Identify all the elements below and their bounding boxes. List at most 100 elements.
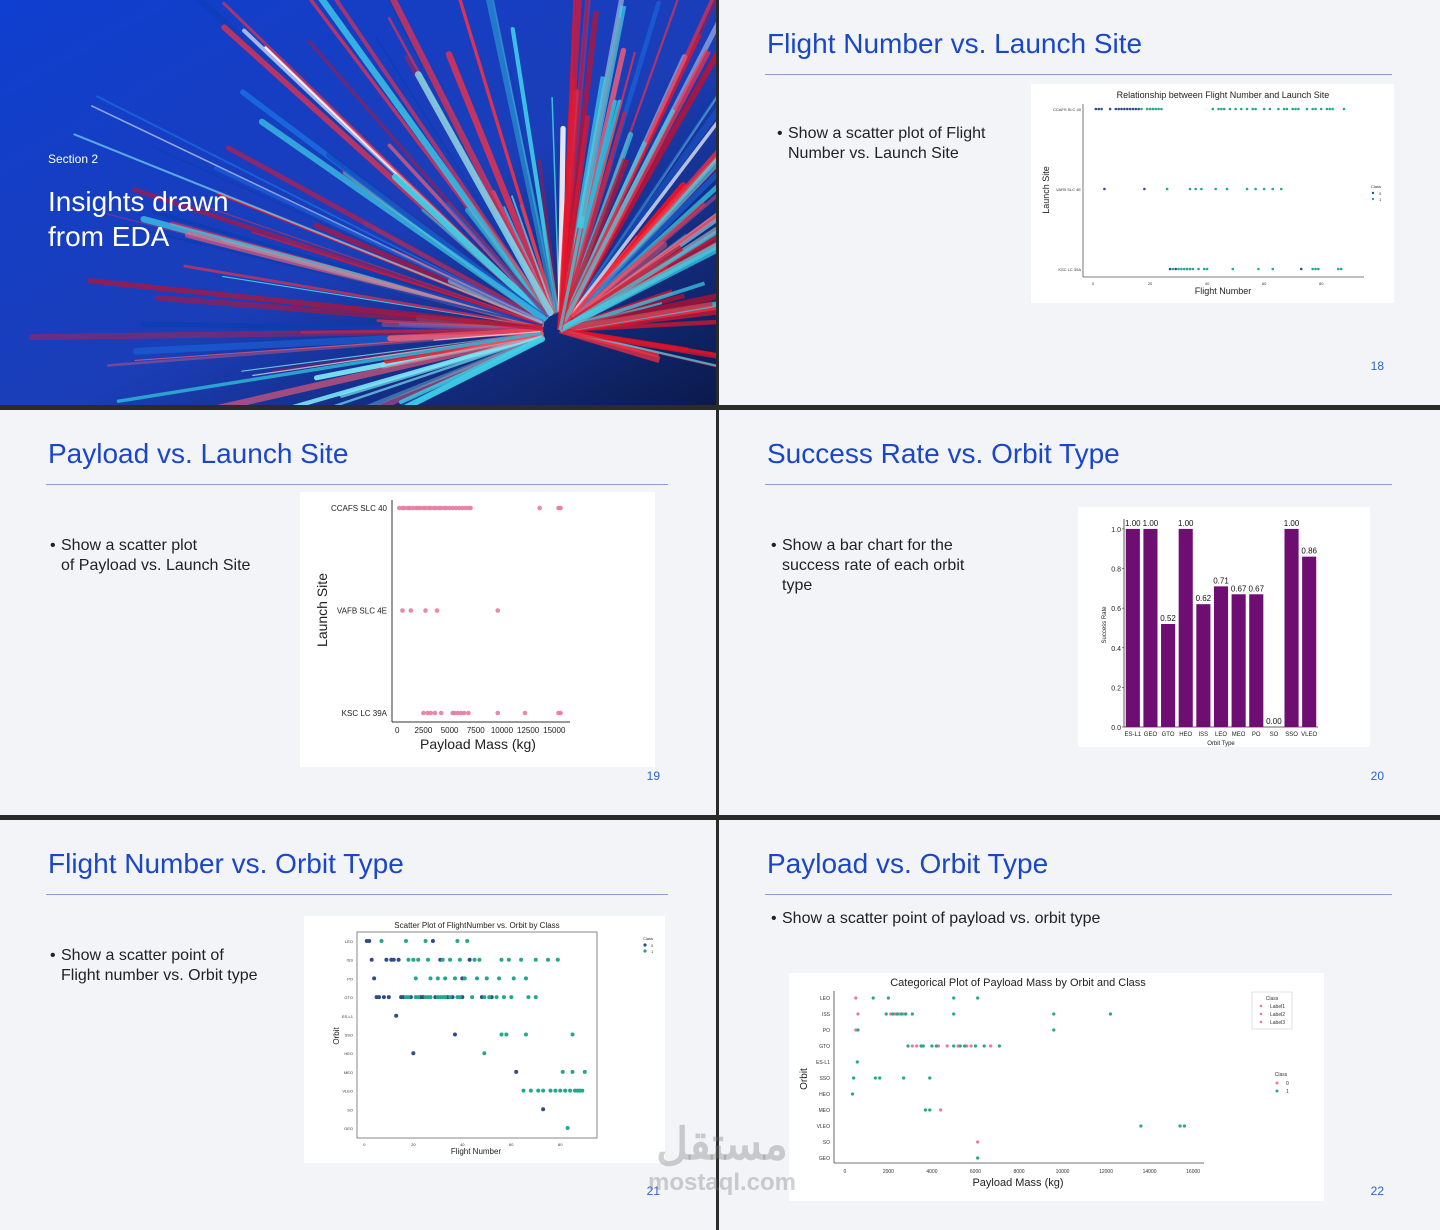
flight-vs-orbit-chart: Scatter Plot of FlightNumber vs. Orbit b… <box>332 921 654 1156</box>
scatter-point <box>555 957 560 962</box>
y-tick-label: KSC LC 39A <box>1058 267 1081 272</box>
burst-ray <box>387 328 543 342</box>
scatter-point <box>934 1044 938 1048</box>
page-number: 21 <box>646 1184 660 1198</box>
legend-title: Class <box>1371 184 1381 189</box>
scatter-point <box>873 1076 877 1080</box>
bullet-dot: • <box>771 910 777 927</box>
y-tick-label: GTO <box>819 1044 830 1050</box>
title-divider <box>46 484 668 485</box>
scatter-point <box>899 1012 904 1016</box>
scatter-point <box>1279 187 1283 191</box>
x-tick-label: ES-L1 <box>1124 732 1141 738</box>
burst-ray <box>318 0 552 318</box>
burst-ray <box>558 149 716 332</box>
scatter-point <box>1143 187 1146 191</box>
burst-ray <box>511 195 555 313</box>
scatter-point <box>504 1032 509 1037</box>
scatter-point <box>952 996 956 1000</box>
x-tick-label: PO <box>1252 732 1261 738</box>
scatter-point <box>495 710 501 716</box>
scatter-point <box>546 957 551 962</box>
x-tick-label: HEO <box>1179 732 1192 738</box>
section-title-line1: Insights drawn <box>48 186 229 217</box>
x-axis-label: Orbit Type <box>1207 741 1235 747</box>
burst-ray <box>123 224 542 327</box>
scatter-point <box>506 957 511 962</box>
scatter-point <box>396 957 401 962</box>
scatter-point <box>565 1126 570 1130</box>
scatter-point <box>1200 187 1203 191</box>
burst-ray <box>241 332 541 372</box>
scatter-point <box>1251 107 1255 111</box>
y-tick-label: PO <box>347 976 353 981</box>
scatter-point <box>406 957 411 962</box>
bullet-line: Show a scatter plot <box>61 537 198 554</box>
x-tick-label: 80 <box>1319 281 1324 286</box>
plot-frame <box>356 931 598 1139</box>
y-tick-label: GEO <box>819 1156 830 1162</box>
x-tick-label: 80 <box>558 1142 563 1147</box>
scatter-point <box>855 1060 859 1064</box>
chart-panel: CCAFS SLC 40 VAFB SLC 4E KSC LC 39A 0 2500 50… <box>300 492 655 767</box>
chart-title: Scatter Plot of FlightNumber vs. Orbit b… <box>394 921 559 930</box>
scatter-point <box>487 995 492 1000</box>
x-tick-label: 2000 <box>883 1169 894 1175</box>
x-tick-label: 7500 <box>467 726 485 735</box>
scatter-point <box>421 710 426 716</box>
scatter-point <box>558 505 563 511</box>
legend-entry: 0 <box>1286 1081 1289 1087</box>
y-tick-label: ES-L1 <box>816 1060 830 1066</box>
legend-entry: 0 <box>1379 191 1382 196</box>
scatter-point <box>497 976 502 981</box>
burst-ray <box>398 322 542 331</box>
scatter-point <box>1240 107 1243 111</box>
burst-ray <box>458 0 556 313</box>
scatter-point <box>533 957 538 962</box>
scatter-point <box>1231 267 1235 271</box>
y-tick-label: SO <box>347 1107 353 1112</box>
scatter-point <box>1222 107 1226 111</box>
y-tick-label: SSO <box>819 1076 830 1082</box>
burst-ray <box>568 107 716 318</box>
scatter-point <box>1285 107 1289 111</box>
scatter-point <box>1245 187 1249 191</box>
title-divider <box>765 894 1392 895</box>
burst-ray <box>559 327 716 359</box>
scatter-point <box>976 996 980 1000</box>
scatter-point <box>391 957 396 962</box>
burst-ray <box>87 278 543 331</box>
scatter-point <box>482 1051 487 1056</box>
legend-marker <box>1371 191 1375 195</box>
scatter-point <box>475 976 479 981</box>
burst-ray <box>572 241 668 321</box>
legend-marker <box>643 949 647 953</box>
scatter-point <box>533 995 538 1000</box>
burst-ray <box>558 111 627 331</box>
bar <box>1231 594 1246 727</box>
legend-entry: 1 <box>651 949 654 954</box>
slide-flight-vs-orbit: Flight Number vs. Orbit Type • Show a sc… <box>0 820 716 1230</box>
bullet-text: • Show a scatter plot of Payload vs. Lau… <box>50 536 281 576</box>
scatter-point <box>904 1012 908 1016</box>
watermark-arabic: مستقل <box>656 1120 788 1169</box>
scatter-point <box>1052 1028 1056 1032</box>
burst-ray <box>375 37 551 314</box>
scatter-point <box>1314 267 1317 271</box>
scatter-point <box>1225 187 1229 191</box>
scatter-point <box>438 710 444 716</box>
scatter-point <box>568 1088 573 1093</box>
scatter-point <box>895 1012 899 1016</box>
scatter-point <box>856 1012 860 1016</box>
legend-marker <box>643 943 647 947</box>
x-tick-label: 10000 <box>491 726 514 735</box>
scatter-point <box>1180 267 1183 271</box>
burst-ray <box>492 0 557 312</box>
scatter-point <box>1311 107 1314 111</box>
watermark: مستقل mostaql.com <box>632 1120 812 1196</box>
bullet-line: Show a scatter point of <box>61 947 224 964</box>
bullet-text: • Show a scatter point of payload vs. or… <box>771 909 1182 929</box>
scatter-point <box>884 1012 888 1016</box>
scatter-point <box>962 1044 967 1048</box>
scatter-point <box>553 1088 558 1093</box>
